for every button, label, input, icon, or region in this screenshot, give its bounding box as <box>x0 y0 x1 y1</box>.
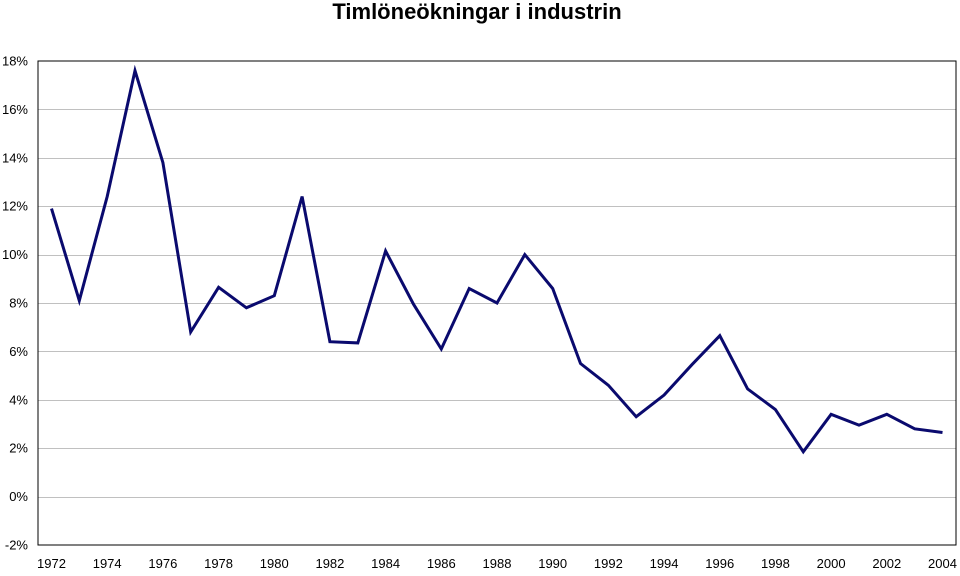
y-tick-label: 6% <box>9 344 28 359</box>
x-tick-label: 1996 <box>705 556 734 571</box>
x-tick-label: 1976 <box>148 556 177 571</box>
y-tick-label: 16% <box>2 102 28 117</box>
x-tick-label: 1974 <box>93 556 122 571</box>
x-tick-label: 1980 <box>260 556 289 571</box>
y-tick-label: 14% <box>2 150 28 165</box>
y-tick-label: 0% <box>9 489 28 504</box>
y-tick-label: 18% <box>2 54 28 69</box>
x-tick-label: 1978 <box>204 556 233 571</box>
x-tick-label: 1992 <box>594 556 623 571</box>
x-tick-label: 1982 <box>315 556 344 571</box>
x-tick-label: 1994 <box>650 556 679 571</box>
plot-area-border <box>37 60 957 546</box>
y-tick-label: 4% <box>9 392 28 407</box>
x-tick-label: 2002 <box>872 556 901 571</box>
x-tick-label: 1998 <box>761 556 790 571</box>
x-tick-label: 1988 <box>483 556 512 571</box>
x-tick-label: 2000 <box>817 556 846 571</box>
series-layer <box>50 64 943 455</box>
x-axis-tick-labels: 1972 1974 1976 1978 1980 1982 1984 1986 1988 1990… <box>37 556 957 571</box>
y-tick-label: 2% <box>9 441 28 456</box>
y-axis-tick-labels: -2% 0% 2% 4% 6% 8% 10% 12% 14% 16% 18% <box>2 54 28 553</box>
x-tick-label: 1984 <box>371 556 400 571</box>
chart-title: Timlöneökningar i industrin <box>332 0 621 24</box>
x-tick-label: 1986 <box>427 556 456 571</box>
x-tick-label: 1972 <box>37 556 66 571</box>
series-line-0 <box>50 64 943 455</box>
y-tick-label: 10% <box>2 247 28 262</box>
x-tick-label: 2004 <box>928 556 957 571</box>
x-tick-label: 1990 <box>538 556 567 571</box>
y-tick-label: -2% <box>5 538 29 553</box>
y-tick-label: 8% <box>9 296 28 311</box>
y-tick-label: 12% <box>2 199 28 214</box>
